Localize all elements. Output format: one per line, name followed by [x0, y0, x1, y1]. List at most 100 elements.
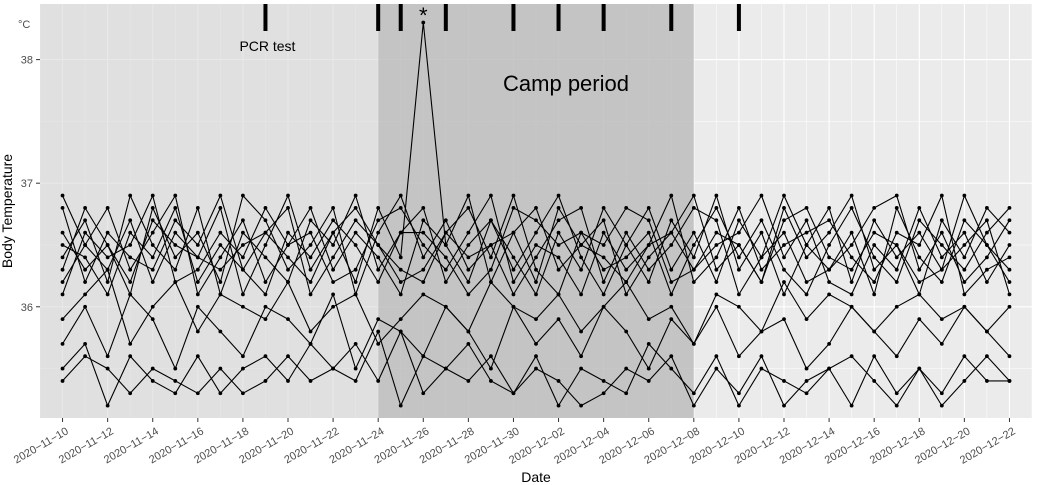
data-point — [489, 243, 493, 247]
data-point — [353, 341, 358, 346]
data-point — [579, 267, 583, 272]
data-point — [714, 304, 719, 309]
data-point — [511, 280, 516, 284]
data-point — [263, 206, 268, 210]
data-point — [173, 243, 178, 247]
x-axis-title: Date — [521, 469, 551, 485]
data-point — [443, 366, 448, 371]
data-point — [241, 391, 245, 396]
data-point — [849, 230, 854, 235]
data-point — [894, 267, 899, 272]
y-tick-label: 37 — [21, 178, 33, 190]
data-point — [195, 354, 200, 359]
data-point — [173, 218, 178, 223]
data-point — [985, 243, 989, 247]
data-point — [263, 243, 268, 247]
data-point — [376, 206, 381, 210]
data-point — [827, 255, 831, 260]
data-point — [128, 280, 133, 284]
data-point — [985, 255, 989, 260]
data-point — [353, 366, 358, 371]
pcr-test-label: PCR test — [239, 38, 295, 54]
data-point — [150, 255, 155, 260]
data-point — [83, 341, 87, 346]
data-point — [60, 280, 65, 284]
data-point — [579, 255, 583, 260]
data-point — [173, 255, 178, 260]
peak-marker: * — [419, 3, 428, 28]
data-point — [376, 243, 381, 247]
data-point — [872, 255, 877, 260]
data-point — [105, 366, 110, 371]
data-point — [556, 267, 561, 272]
data-point — [218, 255, 223, 260]
data-point — [218, 366, 223, 371]
data-point — [804, 292, 809, 297]
data-point — [737, 218, 741, 223]
pcr-test-mark — [443, 4, 448, 31]
data-point — [83, 280, 87, 284]
data-point — [601, 379, 606, 383]
data-point — [466, 341, 471, 346]
data-point — [105, 255, 110, 260]
data-point — [353, 280, 358, 284]
data-point — [917, 317, 922, 322]
data-point — [669, 230, 674, 235]
y-tick-label: 38 — [21, 55, 33, 67]
data-point — [872, 354, 877, 359]
data-point — [60, 193, 65, 198]
data-point — [286, 243, 290, 247]
data-point — [286, 280, 290, 284]
data-point — [939, 403, 944, 408]
data-point — [782, 255, 786, 260]
data-point — [195, 243, 200, 247]
data-point — [646, 230, 651, 235]
data-point — [398, 206, 403, 210]
data-point — [691, 206, 696, 210]
data-point — [353, 193, 358, 198]
data-point — [421, 292, 426, 297]
data-point — [150, 304, 155, 309]
data-point — [624, 280, 629, 284]
data-point — [376, 379, 381, 383]
data-point — [827, 206, 831, 210]
data-point — [195, 230, 200, 235]
data-point — [105, 280, 110, 284]
data-point — [714, 206, 719, 210]
data-point — [534, 280, 538, 284]
data-point — [782, 193, 786, 198]
data-point — [669, 317, 674, 322]
data-point — [962, 292, 967, 297]
data-point — [511, 193, 516, 198]
data-point — [195, 206, 200, 210]
data-point — [173, 206, 178, 210]
data-point — [376, 255, 381, 260]
data-point — [286, 230, 290, 235]
data-point — [83, 354, 87, 359]
data-point — [624, 267, 629, 272]
data-point — [804, 366, 809, 371]
data-point — [195, 292, 200, 297]
data-point — [1007, 354, 1012, 359]
data-point — [962, 379, 967, 383]
data-point — [286, 379, 290, 383]
data-point — [241, 243, 245, 247]
data-point — [489, 267, 493, 272]
data-point — [917, 280, 922, 284]
data-point — [804, 206, 809, 210]
data-point — [218, 280, 223, 284]
data-point — [263, 379, 268, 383]
data-point — [443, 267, 448, 272]
data-point — [353, 206, 358, 210]
data-point — [714, 255, 719, 260]
data-point — [331, 218, 335, 223]
data-point — [556, 206, 561, 210]
data-point — [737, 230, 741, 235]
unit-label: °C — [18, 19, 30, 31]
data-point — [398, 317, 403, 322]
data-point — [218, 329, 223, 334]
data-point — [669, 280, 674, 284]
data-point — [579, 292, 583, 297]
data-point — [804, 243, 809, 247]
data-point — [308, 230, 313, 235]
